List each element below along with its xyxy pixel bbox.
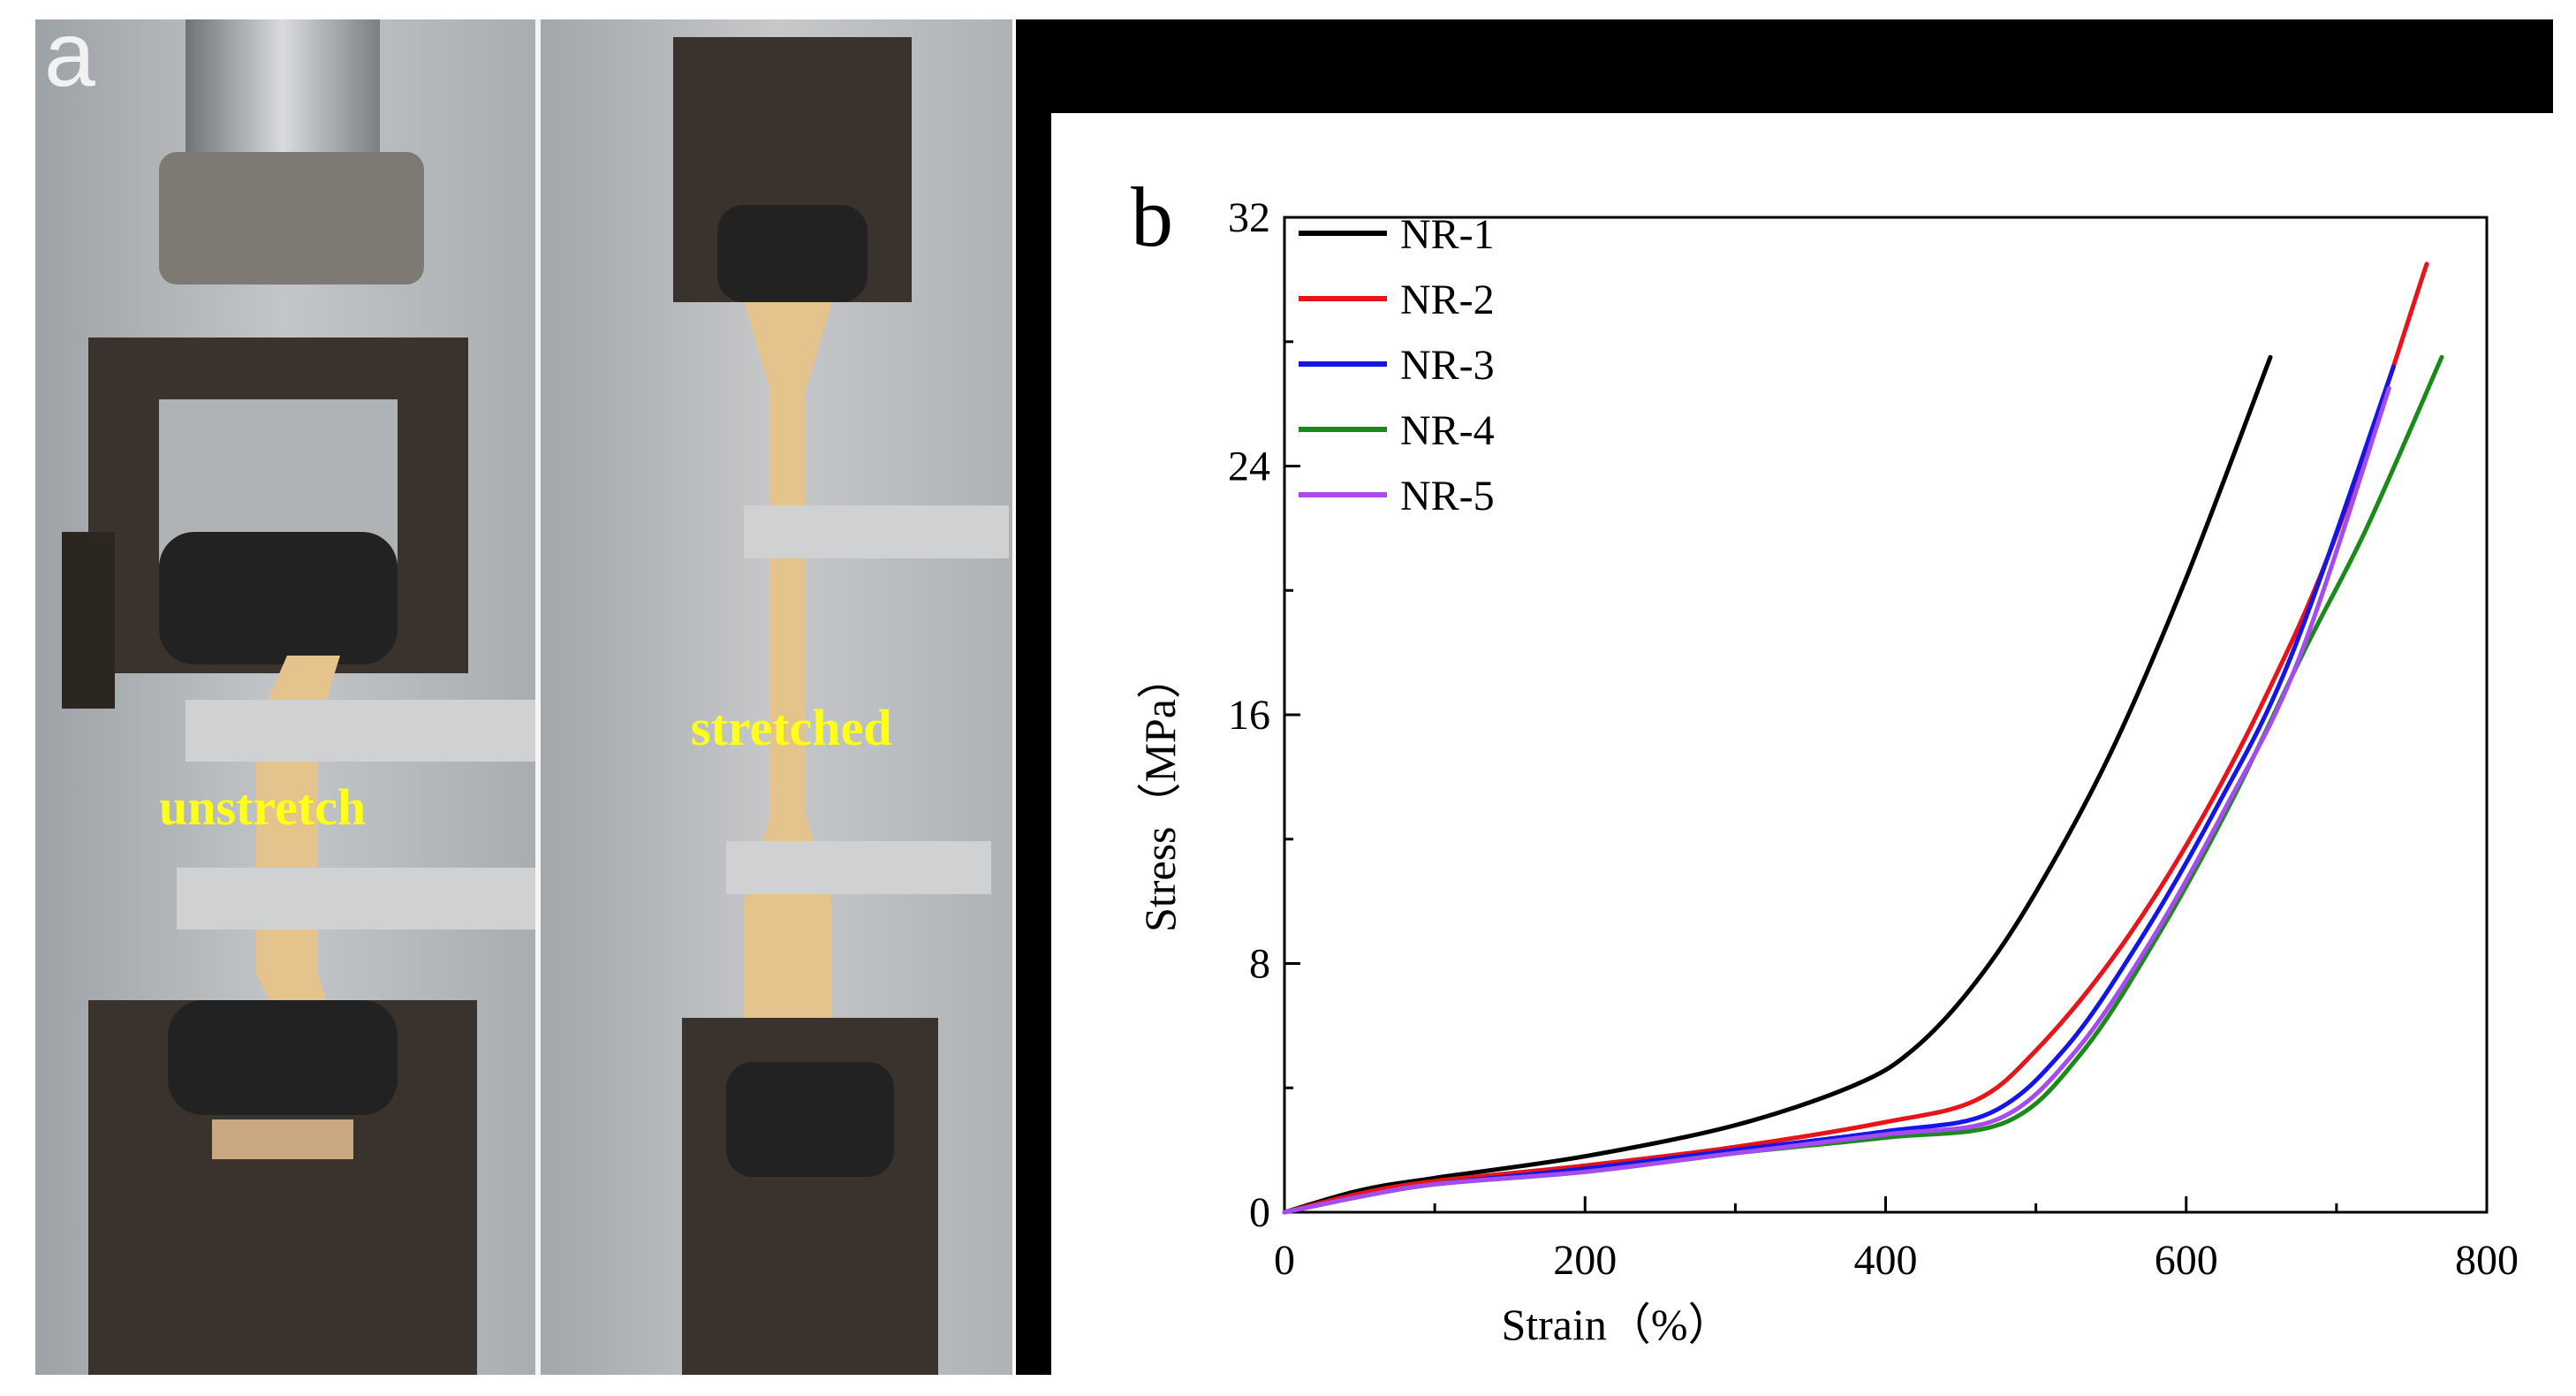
x-tick-label: 800 <box>2455 1237 2519 1284</box>
photo-divider <box>535 19 541 1375</box>
stretched-caption: stretched <box>691 699 892 756</box>
panel-a-label: a <box>44 4 95 106</box>
y-tick-label: 0 <box>1249 1189 1270 1236</box>
legend-label-nr-5: NR-5 <box>1400 473 1495 520</box>
y-tick-label: 24 <box>1228 444 1270 490</box>
y-tick-label: 32 <box>1228 194 1270 241</box>
x-tick-label: 0 <box>1274 1237 1295 1284</box>
chart-area: b 0 200 400 600 800 0 8 16 24 32 NR-1 NR-2 NR-3 NR-4… <box>1051 113 2553 1375</box>
y-tick-label: 8 <box>1249 941 1270 988</box>
unstretch-caption: unstretch <box>159 778 367 836</box>
x-tick-label: 200 <box>1553 1237 1617 1284</box>
legend-label-nr-4: NR-4 <box>1400 407 1495 454</box>
series-line-nr-1 <box>1282 354 2273 1215</box>
legend-label-nr-3: NR-3 <box>1400 342 1495 389</box>
series-line-nr-2 <box>1282 262 2429 1215</box>
legend-label-nr-2: NR-2 <box>1400 277 1495 323</box>
tensile-tester-stretched-illustration <box>541 19 1012 1375</box>
x-tick-label: 400 <box>1854 1237 1918 1284</box>
stress-strain-chart: b 0 200 400 600 800 0 8 16 24 32 NR-1 NR-2 NR-3 NR-4… <box>1131 170 2519 1349</box>
tensile-tester-unstretched-illustration <box>35 19 535 1375</box>
chart-frame: b 0 200 400 600 800 0 8 16 24 32 NR-1 NR-2 NR-3 NR-4… <box>1016 19 2553 1375</box>
y-tick-label: 16 <box>1228 692 1270 739</box>
x-axis-label: Strain（%） <box>1501 1300 1731 1349</box>
series-line-nr-5 <box>1282 386 2391 1215</box>
panel-b-label: b <box>1131 170 1173 264</box>
stretched-sample-photo <box>541 19 1012 1375</box>
y-axis-label: Stress（MPa） <box>1135 655 1185 932</box>
x-tick-label: 600 <box>2155 1237 2218 1284</box>
legend-label-nr-1: NR-1 <box>1400 211 1495 258</box>
unstretched-sample-photo <box>35 19 535 1375</box>
